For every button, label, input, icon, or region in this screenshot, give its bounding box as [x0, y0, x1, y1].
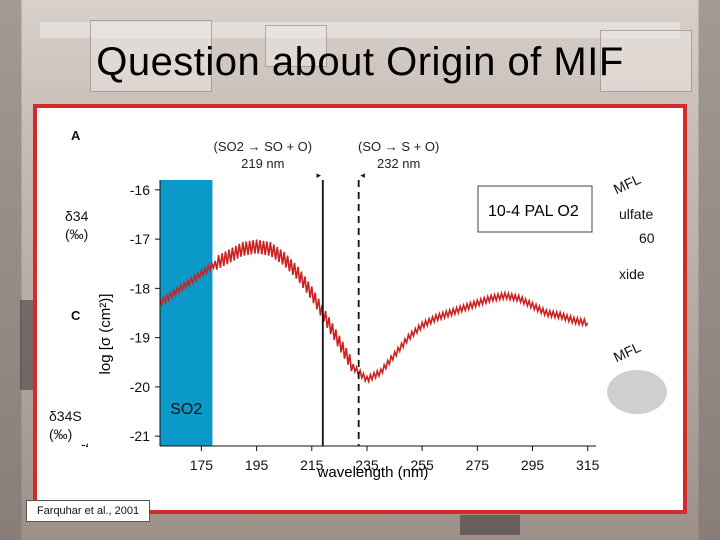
y-tick-label: -18 — [130, 280, 150, 296]
mfl-label-top: MFL — [610, 170, 644, 198]
bg-equipment — [600, 30, 692, 92]
y-tick-label: -21 — [130, 428, 150, 444]
x-tick-label: 255 — [410, 457, 434, 473]
marker-wavelength-232: 232 nm — [377, 156, 420, 171]
bg-equipment — [265, 25, 327, 67]
sulfate-label: ulfate — [619, 206, 654, 222]
x-tick-label: 315 — [576, 457, 600, 473]
x-tick-label: 175 — [190, 457, 214, 473]
panel-label-a: A — [71, 128, 81, 143]
marker-wavelength-219: 219 nm — [241, 156, 284, 171]
panel-label-c: C — [71, 308, 81, 323]
spectrum-chart-svg: SO2 (SO2 → SO + O) 219 nm ▸ (SO → S + O) 232… — [88, 134, 600, 486]
marker-arrow-232: ◂ — [360, 170, 365, 180]
so2-shaded-band — [160, 180, 213, 446]
permil-label-bottom: (‰) — [49, 426, 73, 442]
y-tick-label: -19 — [130, 330, 150, 346]
y-axis-label: log [σ (cm²)] — [97, 294, 114, 375]
bg-equipment-dark — [20, 300, 34, 390]
mfl-label-bottom: MFL — [610, 338, 644, 366]
citation-box: Farquhar et al., 2001 — [26, 500, 150, 522]
marker-reaction-232: (SO → S + O) — [358, 139, 439, 154]
grey-blob-shape — [607, 370, 667, 414]
legend-box-frame — [477, 185, 593, 233]
x-tick-label: 275 — [466, 457, 490, 473]
bg-equipment — [90, 20, 212, 92]
x-axis-label: wavelength (nm) — [317, 464, 429, 481]
marker-reaction-219: (SO2 → SO + O) — [214, 139, 313, 154]
marker-arrow-219: ▸ — [317, 170, 322, 180]
x-tick-label: 295 — [521, 457, 545, 473]
permil-label-top: (‰) — [65, 226, 89, 242]
y-tick-label: -20 — [130, 379, 150, 395]
background-figure-panel: A δ34S (‰) C δ34S (‰) -4 MFL ulfate 60 x… — [37, 108, 683, 510]
series-line-0 — [159, 239, 589, 385]
y-tick-label: -16 — [130, 182, 150, 198]
d34s-label-bottom: δ34S — [49, 408, 82, 424]
so2-band-label: SO2 — [170, 401, 202, 418]
legend-box-text: 10-4 PAL O2 — [488, 203, 579, 220]
x-tick-label: 195 — [245, 457, 269, 473]
legend-box: 10-4 PAL O2 — [477, 185, 593, 233]
oxide-label: xide — [619, 266, 645, 282]
x-tick-label: 235 — [355, 457, 379, 473]
y-tick-label: -17 — [130, 231, 150, 247]
sixty-label: 60 — [639, 230, 655, 246]
spectrum-chart: SO2 (SO2 → SO + O) 219 nm ▸ (SO → S + O) 232… — [88, 134, 600, 486]
x-tick-label: 215 — [300, 457, 324, 473]
bg-equipment-dark — [460, 515, 520, 535]
slide-title: Question about Origin of MIF — [96, 40, 624, 84]
